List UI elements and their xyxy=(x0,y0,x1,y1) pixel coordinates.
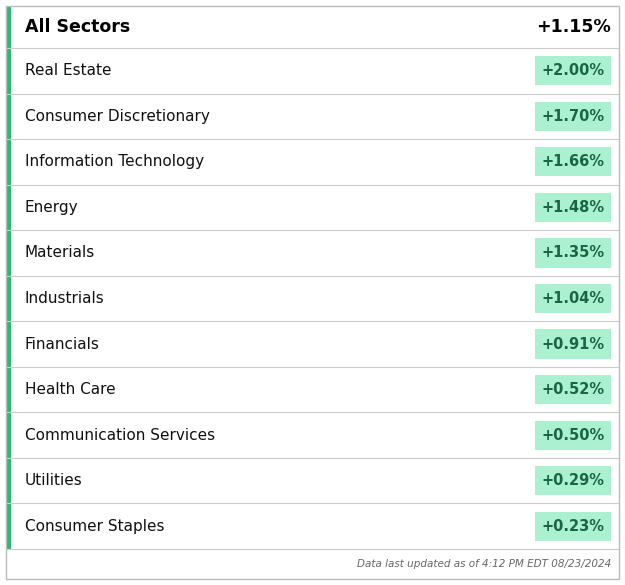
Bar xyxy=(6,321,11,367)
Text: +0.29%: +0.29% xyxy=(541,473,604,488)
Bar xyxy=(6,276,11,321)
Bar xyxy=(535,147,611,177)
Bar xyxy=(6,504,11,549)
Text: Energy: Energy xyxy=(25,200,79,215)
Bar xyxy=(6,139,11,185)
Bar xyxy=(535,466,611,495)
Bar xyxy=(535,102,611,131)
Bar xyxy=(6,6,11,48)
Bar xyxy=(6,94,11,139)
Text: +1.35%: +1.35% xyxy=(541,246,604,260)
Text: +0.23%: +0.23% xyxy=(541,519,604,534)
Text: All Sectors: All Sectors xyxy=(25,18,130,36)
Text: +2.00%: +2.00% xyxy=(541,63,604,78)
Text: Industrials: Industrials xyxy=(25,291,105,306)
Bar xyxy=(535,375,611,404)
Text: Health Care: Health Care xyxy=(25,382,116,397)
Text: +1.15%: +1.15% xyxy=(536,18,611,36)
Bar xyxy=(535,284,611,313)
Text: +1.48%: +1.48% xyxy=(541,200,604,215)
Text: Utilities: Utilities xyxy=(25,473,82,488)
Text: +0.50%: +0.50% xyxy=(541,428,604,443)
Text: +1.70%: +1.70% xyxy=(541,109,604,124)
Bar xyxy=(6,412,11,458)
Text: Financials: Financials xyxy=(25,336,100,352)
Text: Materials: Materials xyxy=(25,246,95,260)
Text: Communication Services: Communication Services xyxy=(25,428,215,443)
Bar xyxy=(535,329,611,359)
Bar xyxy=(6,458,11,504)
Text: Consumer Discretionary: Consumer Discretionary xyxy=(25,109,210,124)
Text: Information Technology: Information Technology xyxy=(25,154,204,170)
Bar xyxy=(535,193,611,222)
Bar xyxy=(535,238,611,267)
Bar xyxy=(6,230,11,276)
Text: Data last updated as of 4:12 PM EDT 08/23/2024: Data last updated as of 4:12 PM EDT 08/2… xyxy=(357,559,611,569)
Bar xyxy=(6,185,11,230)
Text: +1.04%: +1.04% xyxy=(541,291,604,306)
Text: Real Estate: Real Estate xyxy=(25,63,111,78)
Bar xyxy=(6,48,11,94)
Text: +1.66%: +1.66% xyxy=(541,154,604,170)
Bar xyxy=(535,56,611,85)
Bar xyxy=(6,367,11,412)
Text: +0.52%: +0.52% xyxy=(541,382,604,397)
Bar xyxy=(535,512,611,541)
Text: +0.91%: +0.91% xyxy=(541,336,604,352)
Text: Consumer Staples: Consumer Staples xyxy=(25,519,164,534)
Bar xyxy=(535,421,611,450)
